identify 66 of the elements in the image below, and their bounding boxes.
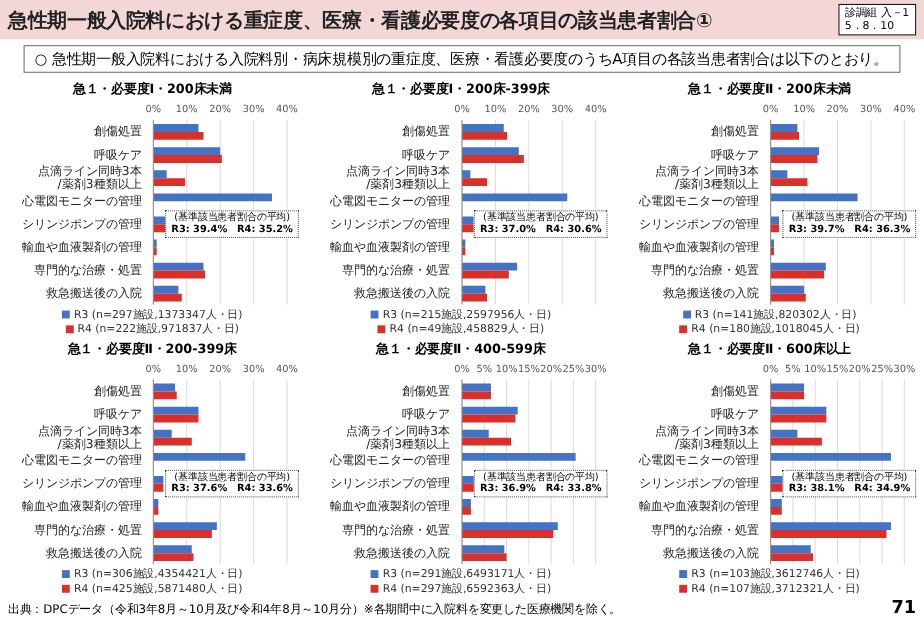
bar (462, 293, 488, 302)
bar (462, 406, 518, 415)
bar (770, 178, 808, 187)
text: 71 (891, 597, 917, 619)
bar (153, 553, 194, 562)
bar (153, 193, 272, 202)
bar (770, 545, 811, 554)
bar (153, 262, 204, 271)
text: 急性期一般入院料における重症度、医療・看護必要度の各項目の該当患者割合① (7, 6, 713, 33)
bar (770, 293, 806, 302)
bar (153, 406, 199, 415)
bar (770, 452, 891, 461)
bar (770, 170, 788, 179)
bar (153, 483, 164, 492)
bar (462, 155, 524, 163)
bar (153, 178, 186, 187)
bar (462, 429, 489, 438)
bar (462, 499, 471, 507)
bar (462, 285, 486, 294)
bar (770, 216, 780, 225)
bar (770, 553, 813, 562)
bar (153, 147, 221, 156)
bar (462, 506, 471, 515)
bar (462, 147, 519, 156)
bar (153, 545, 192, 554)
bar (770, 437, 822, 446)
bar (153, 391, 177, 400)
bar (462, 178, 488, 187)
bar (153, 437, 192, 446)
bar (153, 452, 246, 461)
bar (770, 499, 782, 507)
bar (770, 155, 818, 163)
bar (153, 293, 182, 302)
bar (770, 147, 820, 156)
bar (770, 391, 805, 400)
bar (770, 193, 858, 202)
bar (153, 530, 212, 538)
bar (153, 522, 217, 531)
bar (770, 522, 891, 531)
bar (770, 506, 782, 515)
bar (153, 124, 199, 132)
bar (770, 530, 887, 538)
bar (462, 131, 508, 140)
bar (462, 262, 518, 271)
bar (462, 522, 558, 531)
bar (462, 193, 568, 202)
bar (153, 170, 167, 179)
bar (770, 124, 798, 132)
bar (462, 391, 491, 400)
bar (153, 429, 172, 438)
bar (462, 452, 576, 461)
bar (462, 553, 507, 562)
bar (770, 285, 805, 294)
bar (153, 475, 164, 484)
bar (770, 224, 780, 233)
bar (770, 406, 827, 415)
bar (770, 262, 826, 271)
bar (462, 124, 504, 132)
bar (770, 131, 800, 140)
bar (462, 545, 505, 554)
bar (153, 155, 222, 163)
bar (153, 131, 204, 140)
bar (770, 429, 798, 438)
bar (462, 437, 512, 446)
bar (462, 530, 554, 538)
bar (153, 285, 179, 294)
